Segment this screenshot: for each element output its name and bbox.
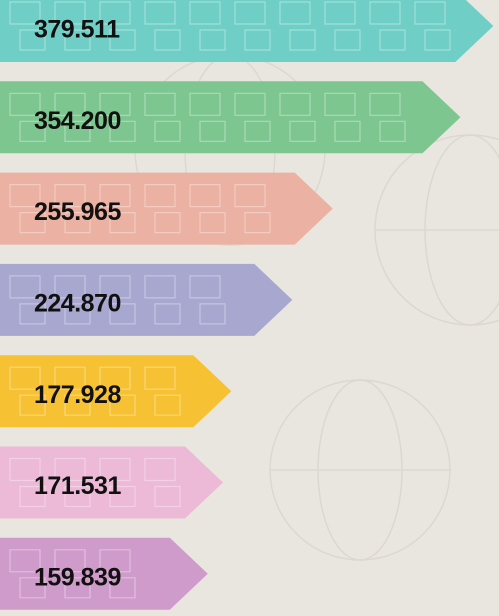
value-label: 171.531 bbox=[34, 472, 121, 500]
value-label: 224.870 bbox=[34, 290, 121, 318]
value-label: 177.928 bbox=[34, 381, 121, 409]
value-label: 354.200 bbox=[34, 107, 121, 135]
page: 379.511 354.200 255.965 224.870 177.928 171.5… bbox=[0, 0, 499, 616]
chart: 379.511 354.200 255.965 224.870 177.928 171.5… bbox=[0, 0, 499, 616]
value-label: 379.511 bbox=[34, 16, 120, 44]
value-label: 159.839 bbox=[34, 563, 121, 591]
value-label: 255.965 bbox=[34, 198, 121, 226]
